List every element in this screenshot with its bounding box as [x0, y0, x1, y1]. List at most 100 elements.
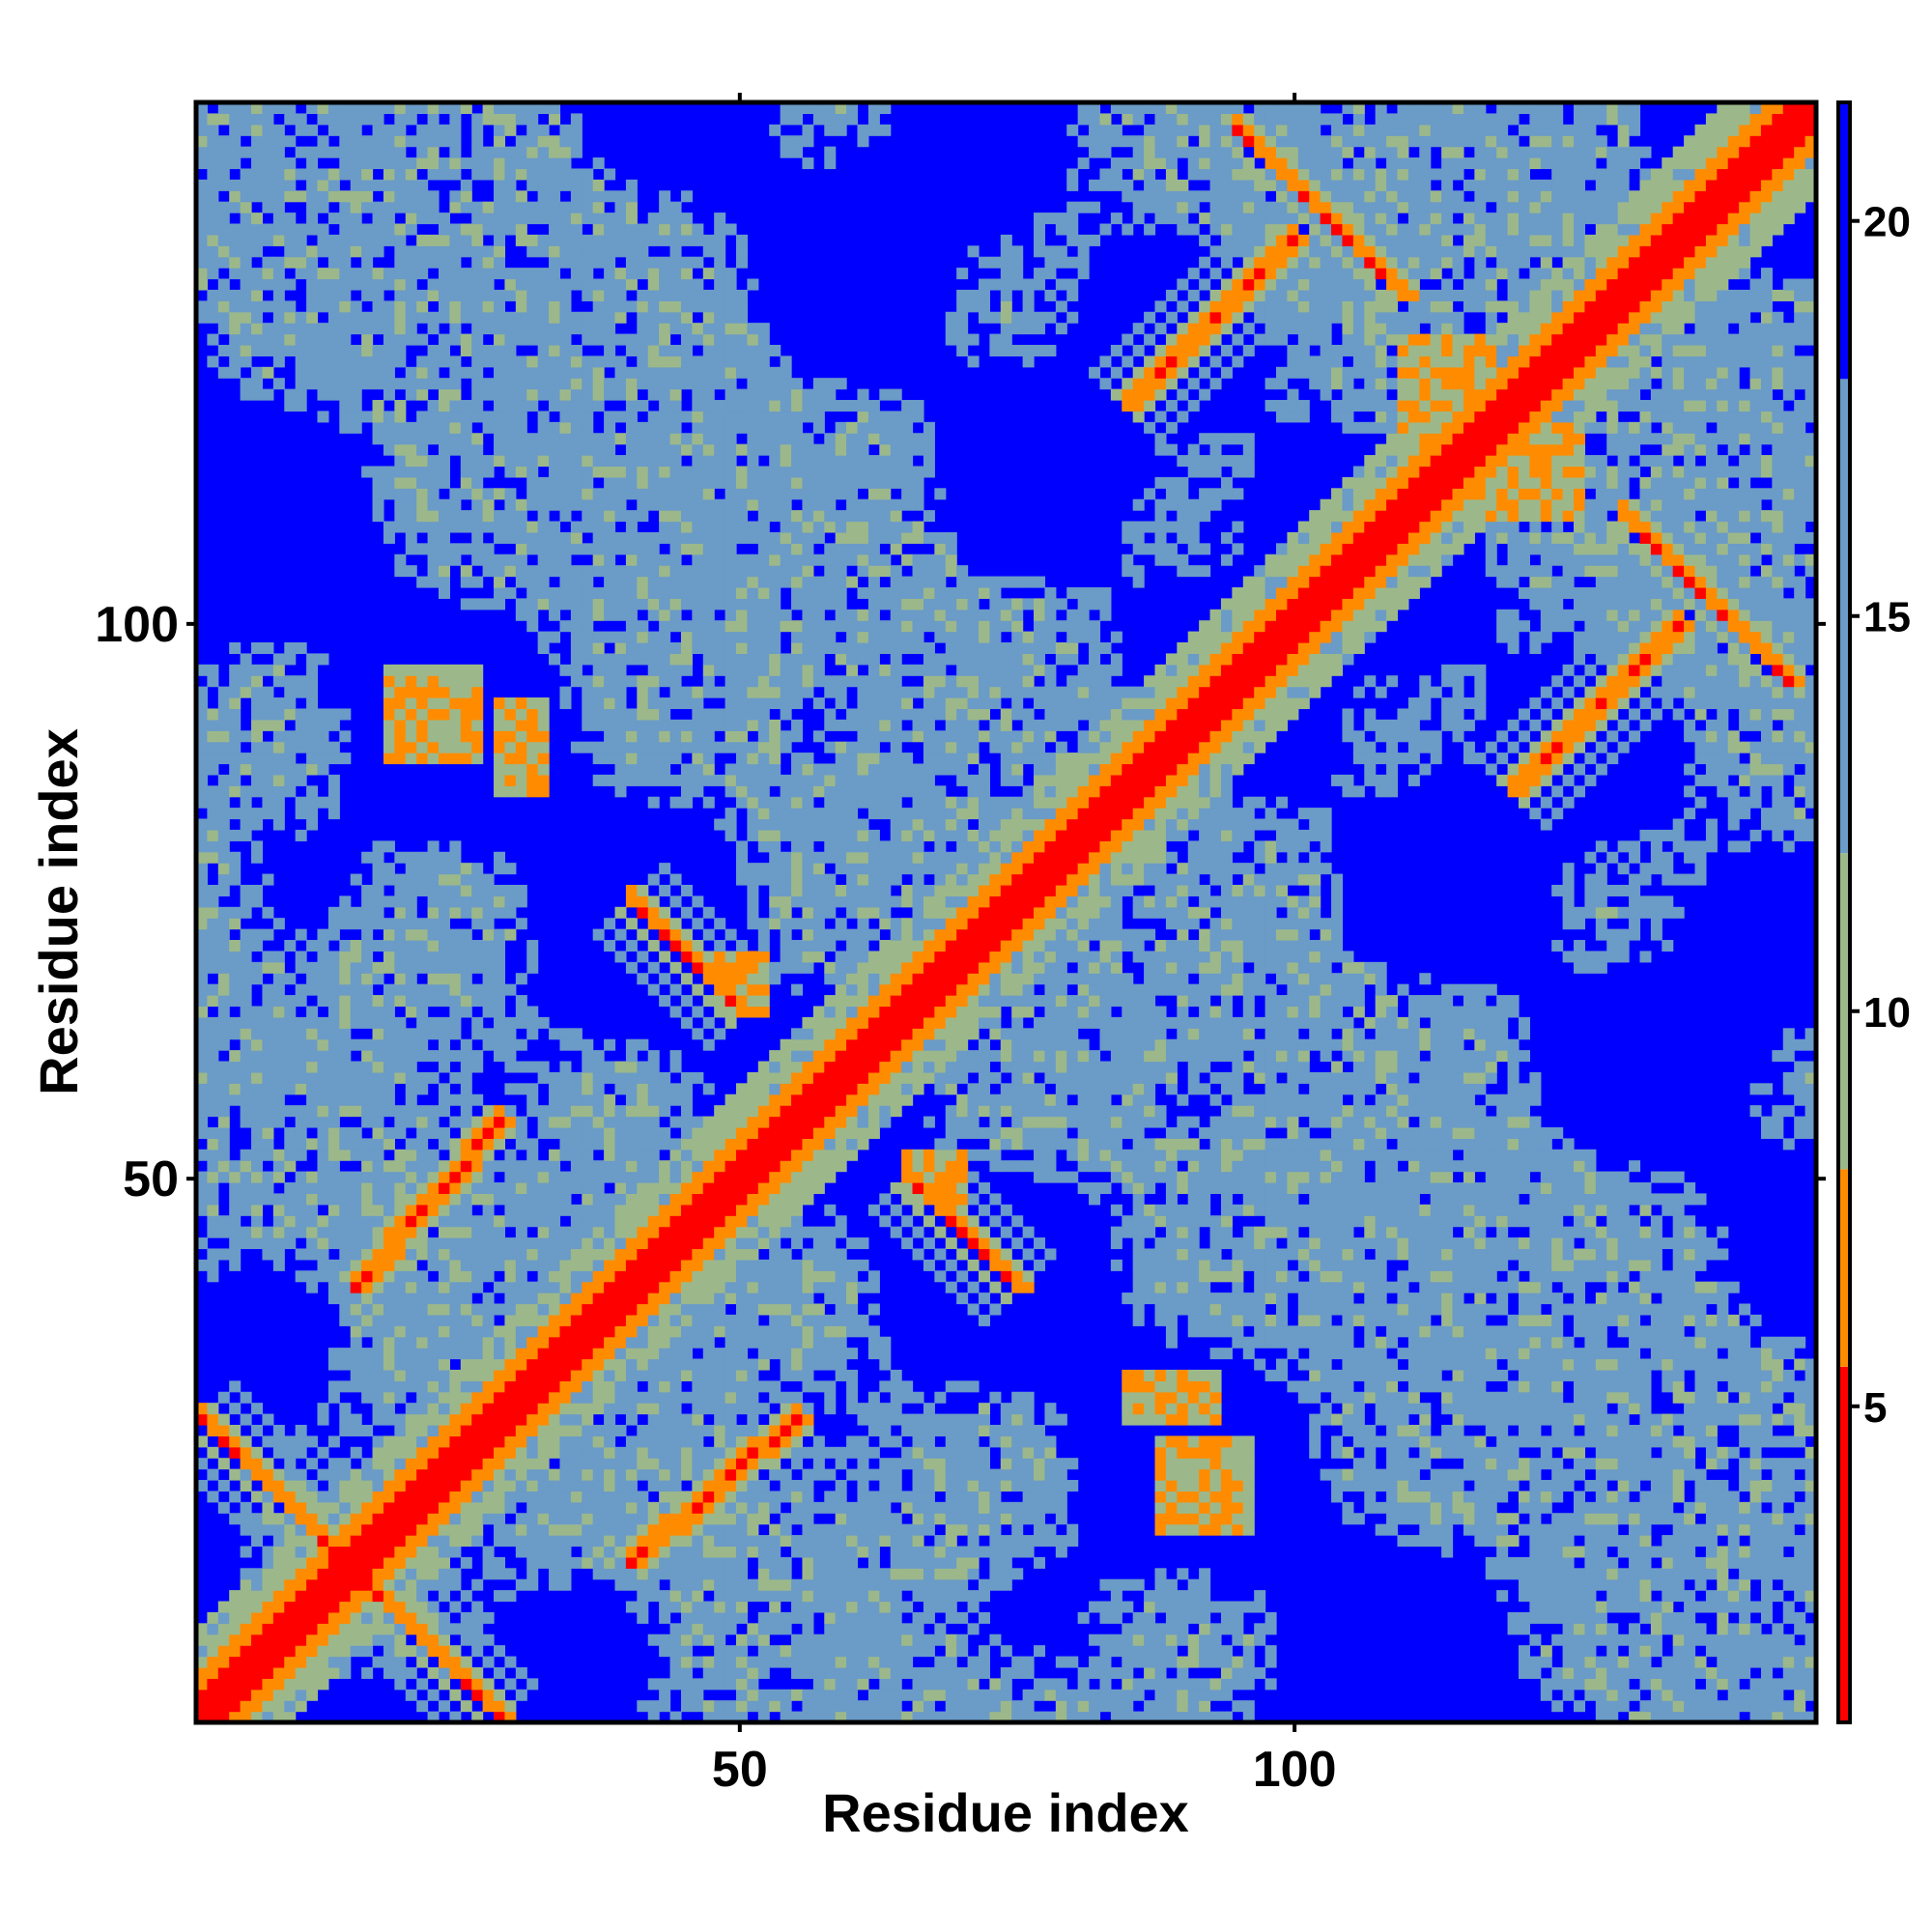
- heatmap-cell: [306, 653, 319, 666]
- heatmap-cell: [196, 1678, 209, 1690]
- heatmap-cell: [659, 1336, 671, 1349]
- heatmap-cell: [549, 1293, 561, 1305]
- heatmap-cell: [251, 1071, 264, 1084]
- heatmap-cell: [724, 708, 737, 721]
- heatmap-cell: [559, 256, 572, 269]
- heatmap-cell: [692, 1523, 704, 1536]
- heatmap-cell: [582, 1083, 594, 1095]
- heatmap-cell: [494, 884, 506, 896]
- heatmap-cell: [592, 466, 605, 478]
- heatmap-cell: [471, 344, 484, 356]
- heatmap-cell: [217, 808, 230, 820]
- heatmap-cell: [317, 763, 329, 776]
- heatmap-cell: [272, 311, 285, 324]
- heatmap-cell: [702, 455, 715, 468]
- heatmap-cell: [537, 708, 550, 721]
- heatmap-cell: [262, 157, 274, 170]
- heatmap-cell: [262, 1501, 274, 1514]
- heatmap-cell: [196, 1623, 209, 1635]
- heatmap-cell: [306, 1083, 319, 1095]
- heatmap-cell: [692, 918, 704, 930]
- heatmap-cell: [449, 1149, 462, 1161]
- heatmap-cell: [306, 1556, 319, 1569]
- heatmap-cell: [549, 466, 561, 478]
- heatmap-cell: [295, 388, 307, 401]
- heatmap-cell: [405, 1336, 417, 1349]
- heatmap-cell: [582, 1391, 594, 1404]
- heatmap-cell: [736, 421, 749, 434]
- heatmap-cell: [284, 1149, 297, 1161]
- heatmap-cell: [714, 1611, 726, 1624]
- heatmap-cell: [427, 124, 440, 136]
- heatmap-cell: [284, 1556, 297, 1569]
- heatmap-cell: [262, 753, 274, 765]
- heatmap-cell: [515, 268, 527, 280]
- heatmap-cell: [207, 951, 219, 963]
- heatmap-cell: [471, 598, 484, 611]
- heatmap-cell: [637, 443, 649, 456]
- heatmap-cell: [438, 961, 450, 974]
- heatmap-cell: [372, 1358, 384, 1371]
- heatmap-cell: [361, 1105, 374, 1118]
- heatmap-cell: [504, 1435, 517, 1448]
- heatmap-cell: [229, 289, 242, 301]
- heatmap-cell: [327, 1061, 340, 1073]
- heatmap-cell: [372, 873, 384, 886]
- heatmap-cell: [736, 400, 749, 412]
- heatmap-cell: [438, 411, 450, 423]
- heatmap-cell: [592, 1303, 605, 1316]
- heatmap-cell: [736, 1380, 749, 1393]
- heatmap-cell: [714, 344, 726, 356]
- heatmap-cell: [416, 1182, 429, 1195]
- heatmap-cell: [240, 124, 252, 136]
- heatmap-cell: [659, 1446, 671, 1459]
- heatmap-cell: [339, 1226, 352, 1238]
- heatmap-cell: [339, 1590, 352, 1603]
- heatmap-cell: [427, 488, 440, 500]
- heatmap-cell: [284, 300, 297, 313]
- heatmap-cell: [736, 741, 749, 753]
- heatmap-cell: [229, 355, 242, 368]
- heatmap-cell: [659, 620, 671, 633]
- heatmap-cell: [659, 1568, 671, 1580]
- heatmap-cell: [416, 995, 429, 1008]
- heatmap-cell: [680, 411, 693, 423]
- heatmap-cell: [680, 476, 693, 489]
- heatmap-cell: [647, 1523, 660, 1536]
- heatmap-cell: [570, 323, 582, 335]
- heatmap-cell: [515, 708, 527, 721]
- heatmap-cell: [647, 1270, 660, 1283]
- heatmap-cell: [692, 1513, 704, 1525]
- heatmap-cell: [604, 1038, 616, 1051]
- heatmap-cell: [494, 1435, 506, 1448]
- heatmap-cell: [659, 708, 671, 721]
- heatmap-cell: [724, 421, 737, 434]
- heatmap-cell: [614, 1204, 627, 1216]
- heatmap-cell: [582, 1061, 594, 1073]
- heatmap-cell: [647, 1281, 660, 1293]
- heatmap-cell: [438, 168, 450, 181]
- heatmap-cell: [526, 576, 539, 588]
- heatmap-cell: [262, 1006, 274, 1018]
- heatmap-cell: [317, 940, 329, 952]
- heatmap-cell: [438, 543, 450, 555]
- heatmap-cell: [504, 1348, 517, 1360]
- heatmap-cell: [229, 642, 242, 655]
- heatmap-cell: [537, 421, 550, 434]
- heatmap-cell: [207, 1623, 219, 1635]
- heatmap-cell: [592, 378, 605, 390]
- heatmap-cell: [702, 1171, 715, 1183]
- heatmap-cell: [494, 1038, 506, 1051]
- heatmap-cell: [405, 1546, 417, 1558]
- heatmap-cell: [372, 1270, 384, 1283]
- heatmap-cell: [295, 961, 307, 974]
- heatmap-cell: [394, 1678, 407, 1690]
- heatmap-cell: [284, 1678, 297, 1690]
- heatmap-cell: [702, 531, 715, 544]
- heatmap-cell: [702, 1270, 715, 1283]
- heatmap-cell: [405, 1611, 417, 1624]
- heatmap-cell: [625, 730, 638, 743]
- heatmap-cell: [251, 1623, 264, 1635]
- heatmap-cell: [361, 1578, 374, 1591]
- heatmap-cell: [614, 1171, 627, 1183]
